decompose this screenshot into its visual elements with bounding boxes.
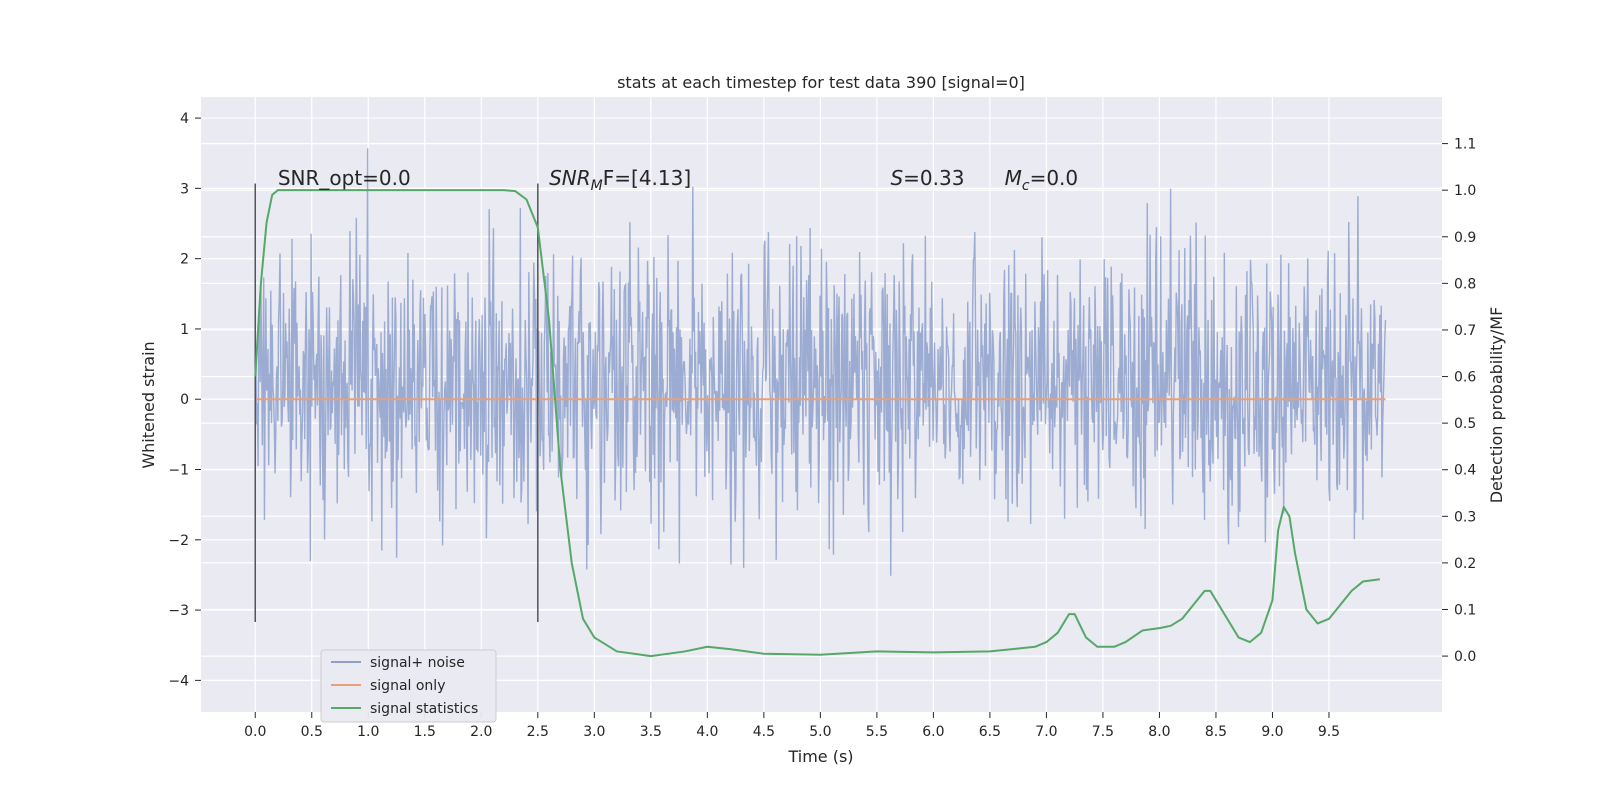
signal-statistics-line bbox=[254, 189, 1380, 658]
legend-label-signal-noise: signal+ noise bbox=[370, 655, 465, 671]
signal-statistics-series bbox=[254, 189, 1380, 658]
y2-tick-label-5: 0.5 bbox=[1454, 416, 1476, 432]
x-tick-label-9: 4.5 bbox=[753, 724, 775, 740]
y-tick-label-1: −3 bbox=[168, 603, 189, 619]
legend-label-signal-statistics: signal statistics bbox=[370, 701, 478, 717]
y-tick-label-5: 1 bbox=[180, 322, 189, 338]
y-tick-label-6: 2 bbox=[180, 252, 189, 268]
y2-tick-label-3: 0.3 bbox=[1454, 509, 1476, 525]
annotations: SNR_opt=0.0 SNRMF=[4.13] S=0.33 Mc=0.0 bbox=[278, 166, 1078, 194]
y-tick-label-3: −1 bbox=[168, 463, 189, 479]
x-tick-label-19: 9.5 bbox=[1318, 724, 1340, 740]
x-tick-label-2: 1.0 bbox=[357, 724, 379, 740]
x-tick-label-16: 8.0 bbox=[1148, 724, 1170, 740]
signal-noise-line bbox=[254, 148, 1387, 576]
y2-tick-label-0: 0.0 bbox=[1454, 649, 1476, 665]
annotation-snr-opt: SNR_opt=0.0 bbox=[278, 166, 411, 190]
x-tick-label-8: 4.0 bbox=[696, 724, 718, 740]
x-tick-label-15: 7.5 bbox=[1092, 724, 1114, 740]
x-tick-label-5: 2.5 bbox=[527, 724, 549, 740]
signal-noise-series bbox=[254, 148, 1387, 576]
x-tick-label-18: 9.0 bbox=[1261, 724, 1283, 740]
x-tick-label-0: 0.0 bbox=[244, 724, 266, 740]
x-tick-label-11: 5.5 bbox=[866, 724, 888, 740]
legend-box bbox=[320, 649, 497, 723]
x-tick-label-12: 6.0 bbox=[922, 724, 944, 740]
y2-tick-label-1: 0.1 bbox=[1454, 603, 1476, 619]
x-tick-label-6: 3.0 bbox=[583, 724, 605, 740]
x-tick-label-7: 3.5 bbox=[640, 724, 662, 740]
legend: signal+ noise signal only signal statist… bbox=[320, 649, 497, 723]
x-axis-ticks: 0.0 0.5 1.0 1.5 2.0 2.5 3.0 3.5 4.0 4.5 5.0 5.5 6.0 6… bbox=[244, 712, 1340, 740]
y2-tick-label-9: 0.9 bbox=[1454, 230, 1476, 246]
y-tick-label-4: 0 bbox=[180, 392, 189, 408]
annotation-mc-stat: Mc=0.0 bbox=[1005, 166, 1079, 194]
x-tick-label-17: 8.5 bbox=[1205, 724, 1227, 740]
x-tick-label-14: 7.0 bbox=[1035, 724, 1057, 740]
y2-tick-label-4: 0.4 bbox=[1454, 463, 1476, 479]
x-axis-label: Time (s) bbox=[787, 747, 853, 766]
y-tick-label-0: −4 bbox=[168, 673, 189, 689]
marker-lines bbox=[254, 183, 539, 623]
y2-tick-label-11: 1.1 bbox=[1454, 137, 1476, 153]
annotation-snr-mf: SNRMF=[4.13] bbox=[549, 166, 691, 194]
y-tick-label-8: 4 bbox=[180, 111, 189, 127]
legend-label-signal-only: signal only bbox=[370, 678, 445, 694]
x-tick-label-13: 6.5 bbox=[979, 724, 1001, 740]
x-tick-label-4: 2.0 bbox=[470, 724, 492, 740]
y-tick-label-2: −2 bbox=[168, 533, 189, 549]
y-axis-ticks: −4 −3 −2 −1 0 1 2 3 4 bbox=[168, 111, 201, 689]
y-tick-label-7: 3 bbox=[180, 181, 189, 197]
y2-tick-label-10: 1.0 bbox=[1454, 183, 1476, 199]
annotation-s-stat: S=0.33 bbox=[890, 166, 964, 190]
x-tick-label-1: 0.5 bbox=[301, 724, 323, 740]
x-tick-label-10: 5.0 bbox=[809, 724, 831, 740]
y2-tick-label-8: 0.8 bbox=[1454, 276, 1476, 292]
y2-axis-label: Detection probability/MF bbox=[1487, 307, 1506, 504]
chart-title: stats at each timestep for test data 390… bbox=[617, 73, 1025, 92]
y2-tick-label-7: 0.7 bbox=[1454, 323, 1476, 339]
y-axis-label: Whitened strain bbox=[139, 341, 158, 468]
y2-tick-label-6: 0.6 bbox=[1454, 370, 1476, 386]
x-tick-label-3: 1.5 bbox=[414, 724, 436, 740]
y2-axis-ticks: 0.0 0.1 0.2 0.3 0.4 0.5 0.6 0.7 0.8 0.9 1.0 1.1 bbox=[1442, 137, 1476, 665]
y2-tick-label-2: 0.2 bbox=[1454, 556, 1476, 572]
